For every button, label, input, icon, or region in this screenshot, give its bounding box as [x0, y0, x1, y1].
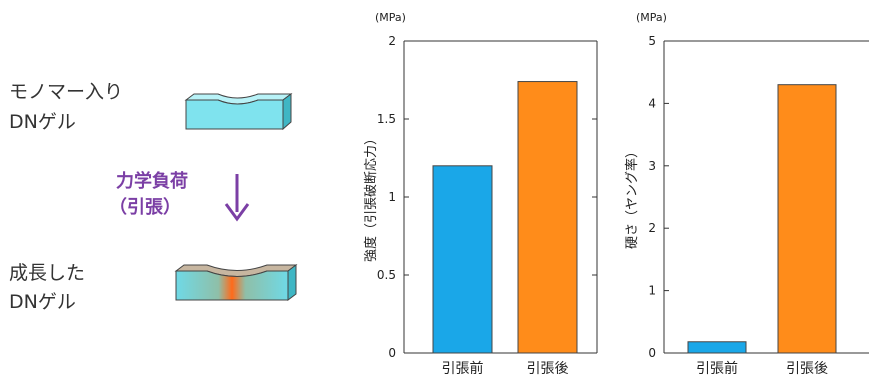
down-arrow-icon: [224, 174, 250, 222]
y-tick-label: 0: [648, 346, 656, 360]
y-tick-label: 1: [388, 190, 396, 204]
y-tick-label: 0: [388, 346, 396, 360]
x-category-label: 引張後: [786, 361, 828, 377]
y-tick-label: 1.5: [377, 112, 396, 126]
monomer-gel-label-line1: モノマー入り: [9, 81, 124, 103]
force-label-line1: 力学負荷: [116, 171, 188, 192]
y-unit-label: (MPa): [636, 11, 667, 24]
monomer-gel-specimen: [184, 93, 293, 131]
y-tick-label: 2: [648, 221, 656, 235]
y-tick-label: 0.5: [377, 268, 396, 282]
y-tick-label: 4: [648, 96, 656, 110]
y-axis-title: 強度（引張破断応力）: [363, 132, 379, 262]
grown-gel-label-line2: DNゲル: [9, 291, 76, 313]
force-label-line2: （引張）: [109, 197, 181, 218]
y-tick-label: 2: [388, 34, 396, 48]
y-tick-label: 1: [648, 284, 656, 298]
monomer-gel-label-line2: DNゲル: [9, 111, 76, 133]
grown-gel-specimen: [174, 264, 298, 301]
grown-gel-label-line1: 成長した: [9, 262, 86, 284]
bar-before: [687, 341, 747, 354]
y-axis-title: 硬さ（ヤング率）: [624, 145, 640, 249]
x-category-label: 引張前: [696, 360, 738, 377]
y-unit-label: (MPa): [375, 11, 406, 24]
y-tick-label: 3: [648, 159, 656, 173]
y-tick-label: 5: [648, 34, 656, 48]
bar-after: [517, 81, 578, 354]
bar-before: [432, 165, 493, 354]
chart-strength: 0 0.5 1 1.5 2 (MPa) 強度（引張破断応力） 引張前 引張後: [363, 11, 598, 377]
x-category-label: 引張前: [442, 360, 484, 377]
chart-stiffness: 0 1 2 3 4 5 (MPa) 硬さ（ヤング率） 引張前 引張後: [624, 11, 869, 377]
x-category-label: 引張後: [527, 361, 569, 377]
bar-after: [777, 84, 837, 354]
